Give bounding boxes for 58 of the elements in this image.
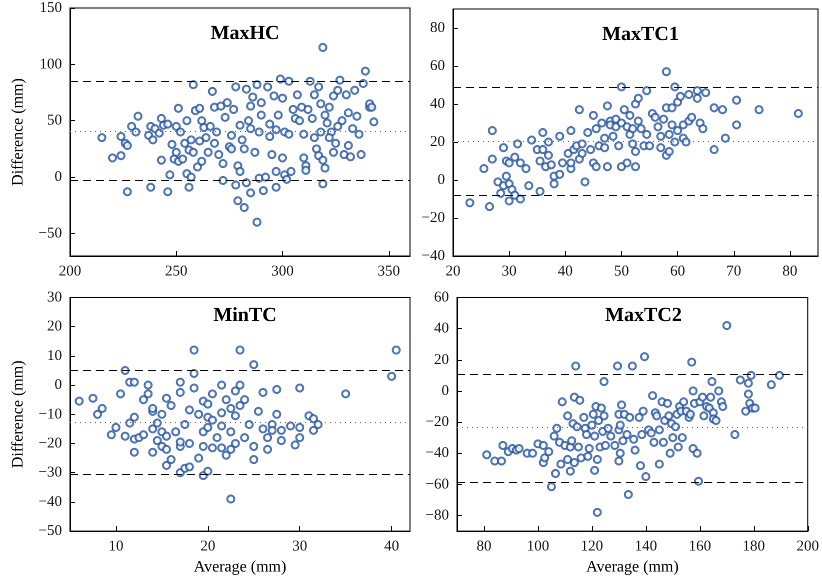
y-tick-label: −50	[38, 523, 62, 540]
y-tick-label: 20	[430, 134, 445, 150]
y-tick-label: −50	[38, 225, 62, 242]
x-tick-label: 140	[634, 538, 658, 555]
y-tick-label: −30	[38, 464, 62, 481]
y-tick-label: −40	[426, 445, 449, 462]
y-tick-label: 60	[430, 58, 445, 74]
x-tick-label: 20	[200, 538, 216, 555]
x-tick-label: 300	[271, 264, 294, 280]
y-tick-label: 50	[47, 112, 62, 129]
x-tick-label: 200	[796, 538, 819, 555]
x-tick-label: 180	[742, 538, 766, 555]
x-tick-label: 50	[614, 264, 629, 280]
text: MaxHC	[210, 22, 280, 44]
x-axis-title: Average (mm)	[586, 558, 679, 576]
text: MaxTC1	[602, 23, 679, 45]
y-tick-label: −20	[422, 210, 445, 226]
x-tick-label: 200	[58, 264, 82, 280]
y-axis-title: Difference (mm)	[10, 78, 26, 186]
y-tick-label: 150	[40, 0, 62, 16]
y-tick-label: 80	[430, 20, 445, 36]
x-tick-label: 350	[378, 264, 400, 280]
x-tick-label: 30	[292, 538, 308, 555]
x-tick-label: 40	[558, 264, 573, 280]
y-tick-label: 0	[54, 169, 62, 186]
y-tick-label: 40	[430, 96, 445, 112]
y-tick-label: −40	[422, 248, 445, 264]
y-tick-label: −60	[426, 476, 449, 492]
y-tick-label: 100	[40, 56, 62, 72]
x-tick-label: 250	[165, 264, 188, 280]
y-tick-label: 20	[47, 318, 62, 335]
y-tick-label: 10	[47, 348, 62, 364]
x-tick-label: 60	[670, 264, 686, 280]
chart-title: MinTC	[213, 304, 277, 326]
y-tick-label: −20	[426, 414, 449, 430]
x-tick-label: 80	[782, 264, 798, 280]
y-tick-label: 0	[54, 377, 62, 394]
y-tick-label: 0	[438, 172, 445, 188]
x-tick-label: 80	[476, 538, 492, 555]
chart-title: MaxTC2	[605, 304, 682, 326]
y-axis-title: Difference (mm)	[10, 360, 26, 468]
x-axis-title: Average (mm)	[194, 558, 286, 576]
y-tick-label: −20	[38, 436, 62, 452]
y-tick-label: −80	[426, 508, 449, 524]
x-tick-label: 160	[688, 538, 712, 555]
x-tick-label: 30	[502, 264, 517, 280]
y-tick-label: 40	[434, 320, 449, 337]
y-tick-label: −40	[38, 494, 62, 510]
x-tick-label: 10	[108, 538, 124, 555]
x-tick-label: 100	[526, 538, 550, 555]
y-tick-label: 20	[434, 352, 449, 368]
x-tick-label: 70	[726, 264, 742, 280]
x-tick-label: 40	[384, 538, 400, 555]
y-tick-label: 60	[434, 290, 449, 306]
y-tick-label: 0	[442, 382, 449, 399]
x-tick-label: 120	[580, 538, 604, 555]
y-tick-label: −10	[38, 406, 62, 422]
y-tick-label: 30	[47, 290, 62, 306]
